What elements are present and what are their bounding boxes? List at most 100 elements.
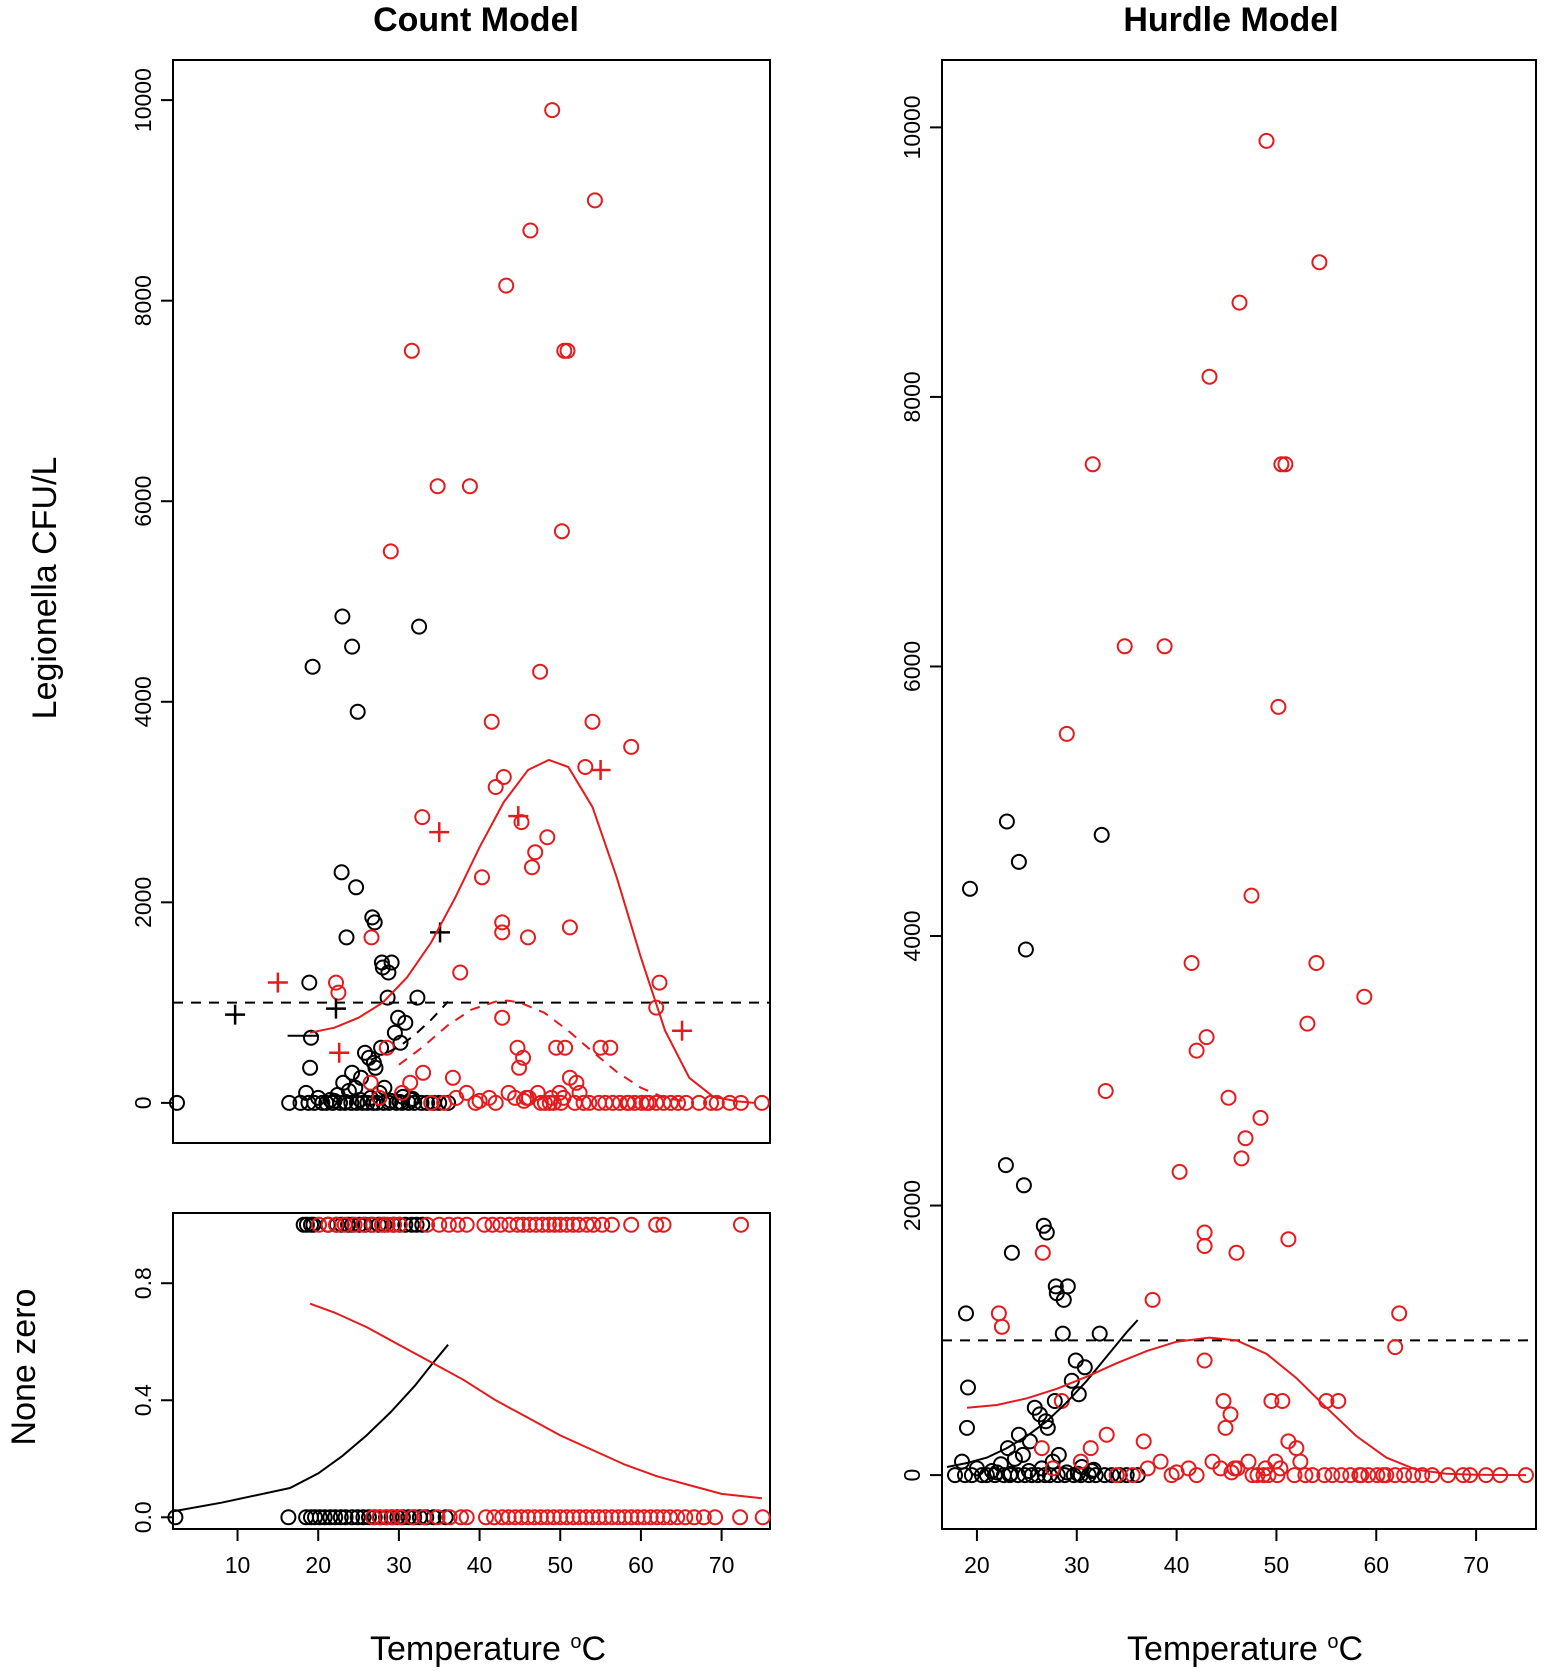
hurdle-observed-higher-temperature-point (1139, 1460, 1156, 1477)
hurdle-x-tick-label: 70 (1463, 1552, 1489, 1578)
nonzero-non-zero-indicator-higher-temperature-point (545, 1509, 562, 1526)
hurdle-observed-higher-temperature-point (1243, 887, 1260, 904)
nonzero-non-zero-indicator-higher-temperature-point (540, 1216, 557, 1233)
count-observed-lower-temperature-point (344, 638, 361, 655)
nonzero-non-zero-indicator-higher-temperature-point (546, 1216, 563, 1233)
hurdle-observed-higher-temperature-point (1387, 1339, 1404, 1356)
count-observed-mean-higher-temperature-marker (267, 972, 288, 993)
nonzero-non-zero-indicator-higher-temperature-point (584, 1509, 601, 1526)
count-observed-lower-temperature-point (343, 1094, 360, 1111)
none-zero-axes: 0.0 0.4 0.8 10 20 30 40 50 60 70 (130, 1267, 734, 1578)
hurdle-observed-higher-temperature-point (990, 1305, 1007, 1322)
nonzero-non-zero-indicator-higher-temperature-point (591, 1509, 607, 1526)
hurdle-observed-higher-temperature-point (1222, 1406, 1239, 1423)
count-y-tick-label: 8000 (130, 275, 156, 326)
count-observed-mean-lower-temperature-marker (225, 1004, 246, 1025)
nonzero-non-zero-indicator-lower-temperature-point (349, 1509, 366, 1526)
hurdle-observed-higher-temperature-point (1082, 1440, 1099, 1457)
count-observed-higher-temperature-point (515, 1049, 532, 1066)
hurdle-observed-higher-temperature-point (1286, 1467, 1303, 1484)
hurdle-observed-higher-temperature-point (1156, 638, 1173, 655)
count-observed-higher-temperature-point (691, 1094, 707, 1111)
count-observed-lower-temperature-point (348, 1094, 365, 1111)
nonzero-non-zero-indicator-higher-temperature-point (440, 1216, 457, 1233)
nonzero-x-tick-label: 20 (305, 1552, 331, 1578)
nonzero-non-zero-indicator-higher-temperature-point (515, 1216, 532, 1233)
hurdle-observed-higher-temperature-point (1260, 1467, 1277, 1484)
hurdle-observed-lower-temperature-point (1091, 1325, 1108, 1342)
count-observed-lower-temperature-point (301, 974, 318, 991)
count-observed-lower-temperature-point (392, 1034, 409, 1051)
nonzero-non-zero-indicator-higher-temperature-point (501, 1216, 518, 1233)
hurdle-observed-lower-temperature-point (997, 1157, 1014, 1174)
nonzero-x-tick-label: 60 (628, 1552, 654, 1578)
hurdle-observed-higher-temperature-point (1237, 1130, 1254, 1147)
nonzero-non-zero-indicator-higher-temperature-point (578, 1216, 595, 1233)
hurdle-observed-higher-temperature-point (1044, 1460, 1061, 1477)
hurdle-observed-higher-temperature-point (1201, 368, 1218, 385)
nonzero-non-zero-indicator-higher-temperature-point (458, 1509, 475, 1526)
nonzero-non-zero-indicator-higher-temperature-point (623, 1216, 640, 1233)
count-observed-higher-temperature-point (494, 914, 511, 931)
nonzero-x-tick-label: 70 (709, 1552, 735, 1578)
nonzero-non-zero-indicator-higher-temperature-point (648, 1216, 665, 1233)
count-observed-lower-temperature-point (380, 964, 397, 981)
nonzero-non-zero-indicator-lower-temperature-point (307, 1509, 323, 1526)
count-observed-higher-temperature-point (556, 342, 573, 359)
hurdle-observed-lower-temperature-point (1017, 941, 1034, 958)
nonzero-non-zero-indicator-higher-temperature-point (594, 1216, 611, 1233)
count-observed-higher-temperature-point (662, 1094, 679, 1111)
count-observed-higher-temperature-point (382, 543, 399, 560)
nonzero-y-tick-label: 0.4 (130, 1384, 156, 1416)
count-observed-higher-temperature-point (498, 277, 515, 294)
count-observed-lower-temperature-point (413, 1094, 430, 1111)
nonzero-non-zero-indicator-higher-temperature-point (616, 1509, 633, 1526)
hurdle-observed-higher-temperature-point (1280, 1231, 1297, 1248)
hurdle-observed-higher-temperature-point (1135, 1433, 1152, 1450)
hurdle-observed-lower-temperature-point (1118, 1467, 1135, 1484)
nonzero-non-zero-indicator-lower-temperature-point (355, 1509, 372, 1526)
nonzero-non-zero-indicator-higher-temperature-point (320, 1216, 337, 1233)
count-observed-higher-temperature-point (467, 1094, 484, 1111)
count-observed-higher-temperature-point (429, 478, 446, 495)
count-observed-higher-temperature-point (557, 1039, 574, 1056)
nonzero-non-zero-indicator-higher-temperature-point (379, 1216, 396, 1233)
count-observed-higher-temperature-point (487, 1094, 504, 1111)
nonzero-non-zero-indicator-higher-temperature-point (733, 1216, 749, 1233)
count-observed-lower-temperature-point (357, 1044, 373, 1061)
count-observed-lower-temperature-point (383, 954, 400, 971)
count-observed-lower-temperature-point (344, 1064, 361, 1081)
count-observed-higher-temperature-point (423, 1094, 440, 1111)
nonzero-non-zero-indicator-higher-temperature-point (528, 1216, 544, 1233)
hurdle-observed-lower-temperature-point (960, 1379, 976, 1396)
hurdle-observed-higher-temperature-point (1249, 1467, 1266, 1484)
count-observed-higher-temperature-point (402, 1074, 419, 1091)
count-observed-higher-temperature-point (363, 929, 380, 946)
hurdle-observed-lower-temperature-point (1087, 1467, 1104, 1484)
nonzero-non-zero-indicator-higher-temperature-point (509, 1216, 526, 1233)
count-observed-lower-temperature-point (324, 1094, 341, 1111)
count-observed-mean-higher-temperature-marker (329, 1042, 350, 1063)
count-y-tick-label: 10000 (130, 68, 156, 132)
count-model-y-axis: 0 2000 4000 6000 8000 10000 (130, 68, 174, 1109)
count-observed-lower-temperature-point (373, 1039, 390, 1056)
hurdle-observed-higher-temperature-point (1353, 1467, 1370, 1484)
hurdle-observed-higher-temperature-point (1152, 1453, 1169, 1470)
count-observed-lower-temperature-point (310, 1089, 327, 1106)
count-observed-lower-temperature-point (281, 1094, 298, 1111)
count-observed-lower-temperature-point (406, 1094, 423, 1111)
count-observed-higher-temperature-point (520, 929, 536, 946)
nonzero-non-zero-indicator-higher-temperature-point (662, 1509, 678, 1526)
nonzero-non-zero-indicator-higher-temperature-point (669, 1509, 686, 1526)
hurdle-observed-lower-temperature-point (947, 1467, 963, 1484)
hurdle-observed-lower-temperature-point (1056, 1467, 1073, 1484)
nonzero-non-zero-indicator-higher-temperature-point (484, 1216, 501, 1233)
count-observed-higher-temperature-point (330, 984, 347, 1001)
hurdle-observed-higher-temperature-point (1269, 1467, 1286, 1484)
count-fitted-curve-dashed-lower-temperature-line (370, 1000, 449, 1061)
hurdle-observed-higher-temperature-point (1369, 1467, 1386, 1484)
hurdle-observed-lower-temperature-point (1014, 1446, 1031, 1463)
nonzero-non-zero-indicator-lower-temperature-point (344, 1509, 361, 1526)
count-observed-higher-temperature-point (670, 1094, 686, 1111)
nonzero-non-zero-indicator-higher-temperature-point (558, 1216, 575, 1233)
